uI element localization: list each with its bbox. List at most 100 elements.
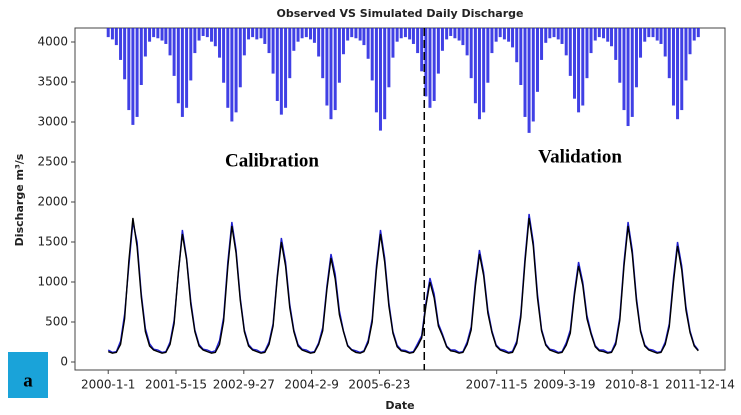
precip-bar xyxy=(511,28,515,48)
precip-bar xyxy=(180,28,184,117)
precip-bar xyxy=(362,28,366,46)
precip-bar xyxy=(341,28,345,55)
precip-bar xyxy=(655,28,659,41)
precip-bar xyxy=(325,28,329,106)
precip-bar xyxy=(300,28,304,39)
precip-bar xyxy=(378,28,382,131)
precip-bar xyxy=(564,28,568,56)
precip-bar xyxy=(279,28,283,115)
precip-bar xyxy=(193,28,197,54)
precip-bar xyxy=(205,28,209,38)
precip-bar xyxy=(432,28,436,101)
precip-bar xyxy=(585,28,589,79)
precip-bar xyxy=(676,28,680,120)
precip-bar xyxy=(486,28,490,83)
precip-bar xyxy=(507,28,511,42)
y-tick-label: 4000 xyxy=(37,35,68,49)
precip-bar xyxy=(226,28,230,108)
x-tick-label: 2002-9-27 xyxy=(213,378,275,392)
precip-bar xyxy=(593,28,597,41)
precip-bar xyxy=(577,28,581,113)
precip-bar xyxy=(350,28,354,38)
precip-bar xyxy=(523,28,527,117)
precip-bar xyxy=(172,28,176,76)
precip-bar xyxy=(453,28,457,39)
panel-label-box xyxy=(8,352,48,398)
precip-bar xyxy=(424,28,428,97)
precip-bar xyxy=(498,28,502,38)
precip-bar xyxy=(168,28,172,56)
precip-bar xyxy=(201,28,205,36)
precip-bar xyxy=(618,28,622,83)
precip-bar xyxy=(210,28,214,42)
precip-bar xyxy=(696,28,700,38)
precip-bar xyxy=(634,28,638,88)
x-tick-label: 2000-1-1 xyxy=(81,378,135,392)
precip-bar xyxy=(234,28,238,113)
precip-bar xyxy=(527,28,531,133)
precip-bar xyxy=(222,28,226,83)
precip-bar xyxy=(449,28,453,36)
precip-bar xyxy=(139,28,143,85)
precip-bar xyxy=(358,28,362,41)
precip-bar xyxy=(309,28,313,40)
precip-bar xyxy=(354,28,358,39)
precip-bar xyxy=(622,28,626,111)
precip-bar xyxy=(639,28,643,58)
precip-bar xyxy=(581,28,585,106)
x-tick-label: 2010-8-1 xyxy=(605,378,659,392)
precip-bar xyxy=(329,28,333,120)
y-tick-label: 0 xyxy=(60,355,68,369)
precip-bar xyxy=(519,28,523,85)
precip-bar xyxy=(420,28,424,72)
precip-bar xyxy=(135,28,139,117)
precip-bar xyxy=(606,28,610,42)
precip-bar xyxy=(411,28,415,44)
precip-bar xyxy=(490,28,494,54)
precip-bar xyxy=(296,28,300,42)
precip-bar xyxy=(440,28,444,51)
precip-bar xyxy=(461,28,465,46)
precip-bar xyxy=(445,28,449,40)
precip-bar xyxy=(284,28,288,108)
y-tick-label: 3500 xyxy=(37,75,68,89)
precip-bar xyxy=(473,28,477,104)
precip-bar xyxy=(317,28,321,57)
precip-bar xyxy=(131,28,135,125)
precip-bar xyxy=(552,28,556,38)
precip-bar xyxy=(469,28,473,79)
precip-bar xyxy=(259,28,263,39)
precip-bar xyxy=(387,28,391,88)
precip-bar xyxy=(502,28,506,40)
precip-bar xyxy=(143,28,147,57)
y-tick-label: 2000 xyxy=(37,195,68,209)
precip-bar xyxy=(535,28,539,92)
precip-bar xyxy=(556,28,560,40)
precip-bar xyxy=(346,28,350,41)
y-tick-label: 500 xyxy=(45,315,68,329)
x-tick-label: 2009-3-19 xyxy=(533,378,595,392)
precip-bar xyxy=(213,28,217,47)
precip-bar xyxy=(114,28,118,46)
precip-bar xyxy=(160,28,164,41)
precip-bar xyxy=(255,28,259,40)
precip-bar xyxy=(119,28,123,60)
precip-bar xyxy=(684,28,688,81)
precip-bar xyxy=(164,28,168,44)
precip-bar xyxy=(337,28,341,83)
precip-bar xyxy=(540,28,544,60)
y-tick-label: 1500 xyxy=(37,235,68,249)
precip-bar xyxy=(548,28,552,39)
precip-bar xyxy=(647,28,651,38)
precip-bar xyxy=(156,28,160,39)
y-tick-label: 3000 xyxy=(37,115,68,129)
precip-bar xyxy=(374,28,378,113)
precip-bar xyxy=(477,28,481,120)
y-axis-label: Discharge m³/s xyxy=(13,153,26,246)
precip-bar xyxy=(251,28,255,38)
precip-bar xyxy=(602,28,606,39)
discharge-line xyxy=(107,213,699,354)
x-tick-label: 2011-12-14 xyxy=(665,378,735,392)
precip-bar xyxy=(515,28,519,63)
